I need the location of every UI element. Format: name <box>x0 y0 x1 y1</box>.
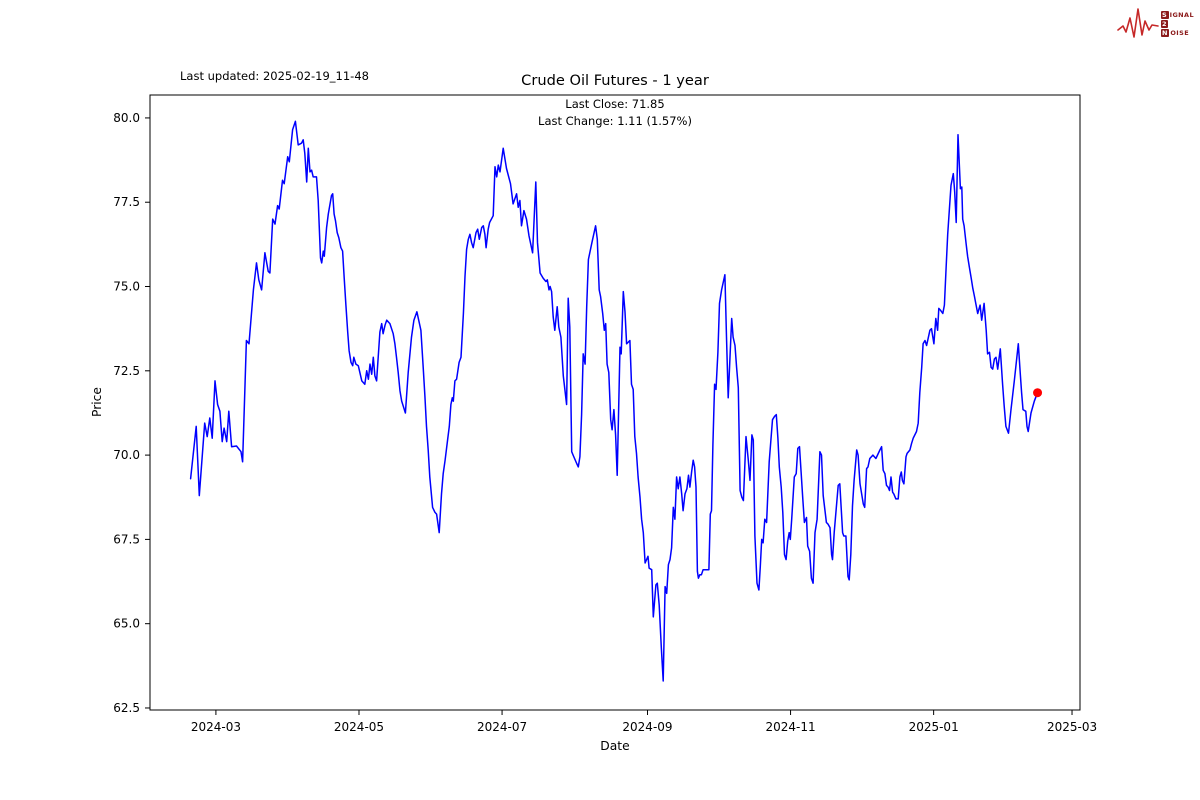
price-line <box>189 120 1039 682</box>
x-tick-label: 2024-05 <box>334 720 384 734</box>
x-tick-label: 2025-01 <box>909 720 959 734</box>
x-tick-label: 2024-03 <box>191 720 241 734</box>
logo-word-2: 2 <box>1160 20 1194 28</box>
y-tick-label: 75.0 <box>113 280 140 294</box>
logo-word-noise-rest: OISE <box>1170 29 1190 37</box>
y-tick-label: 72.5 <box>113 364 140 378</box>
plot-border <box>149 94 1081 711</box>
logo-box-n: N <box>1160 29 1170 37</box>
x-axis-label: Date <box>600 739 630 753</box>
last-close-line: Last Close: 71.85 <box>565 97 665 111</box>
signal2noise-logo: S IGNAL 2 N OISE <box>1116 4 1194 44</box>
chart-title: Crude Oil Futures - 1 year <box>521 72 709 89</box>
logo-waveform-icon <box>1116 8 1159 38</box>
logo-box-2: 2 <box>1160 20 1169 28</box>
logo-box-s: S <box>1160 11 1169 19</box>
last-change-line: Last Change: 1.11 (1.57%) <box>538 114 692 128</box>
last-close-marker <box>1033 388 1043 398</box>
y-tick-label: 77.5 <box>113 195 140 209</box>
x-tick-label: 2024-09 <box>622 720 672 734</box>
y-tick-label: 70.0 <box>113 448 140 462</box>
logo-word-signal: S IGNAL <box>1160 11 1194 19</box>
y-tick-label: 67.5 <box>113 532 140 546</box>
x-tick-label: 2024-11 <box>765 720 815 734</box>
y-tick-label: 80.0 <box>113 111 140 125</box>
logo-word-noise: N OISE <box>1160 29 1194 37</box>
last-updated-text: Last updated: 2025-02-19_11-48 <box>180 69 369 83</box>
logo-word-signal-rest: IGNAL <box>1169 11 1194 19</box>
logo-text: S IGNAL 2 N OISE <box>1160 11 1194 37</box>
x-tick-label: 2025-03 <box>1047 720 1097 734</box>
x-tick-label: 2024-07 <box>477 720 527 734</box>
last-close-annotation: Last Close: 71.85 Last Change: 1.11 (1.5… <box>150 96 1080 130</box>
y-tick-label: 62.5 <box>113 701 140 715</box>
y-tick-label: 65.0 <box>113 617 140 631</box>
y-axis-label: Price <box>90 387 104 417</box>
